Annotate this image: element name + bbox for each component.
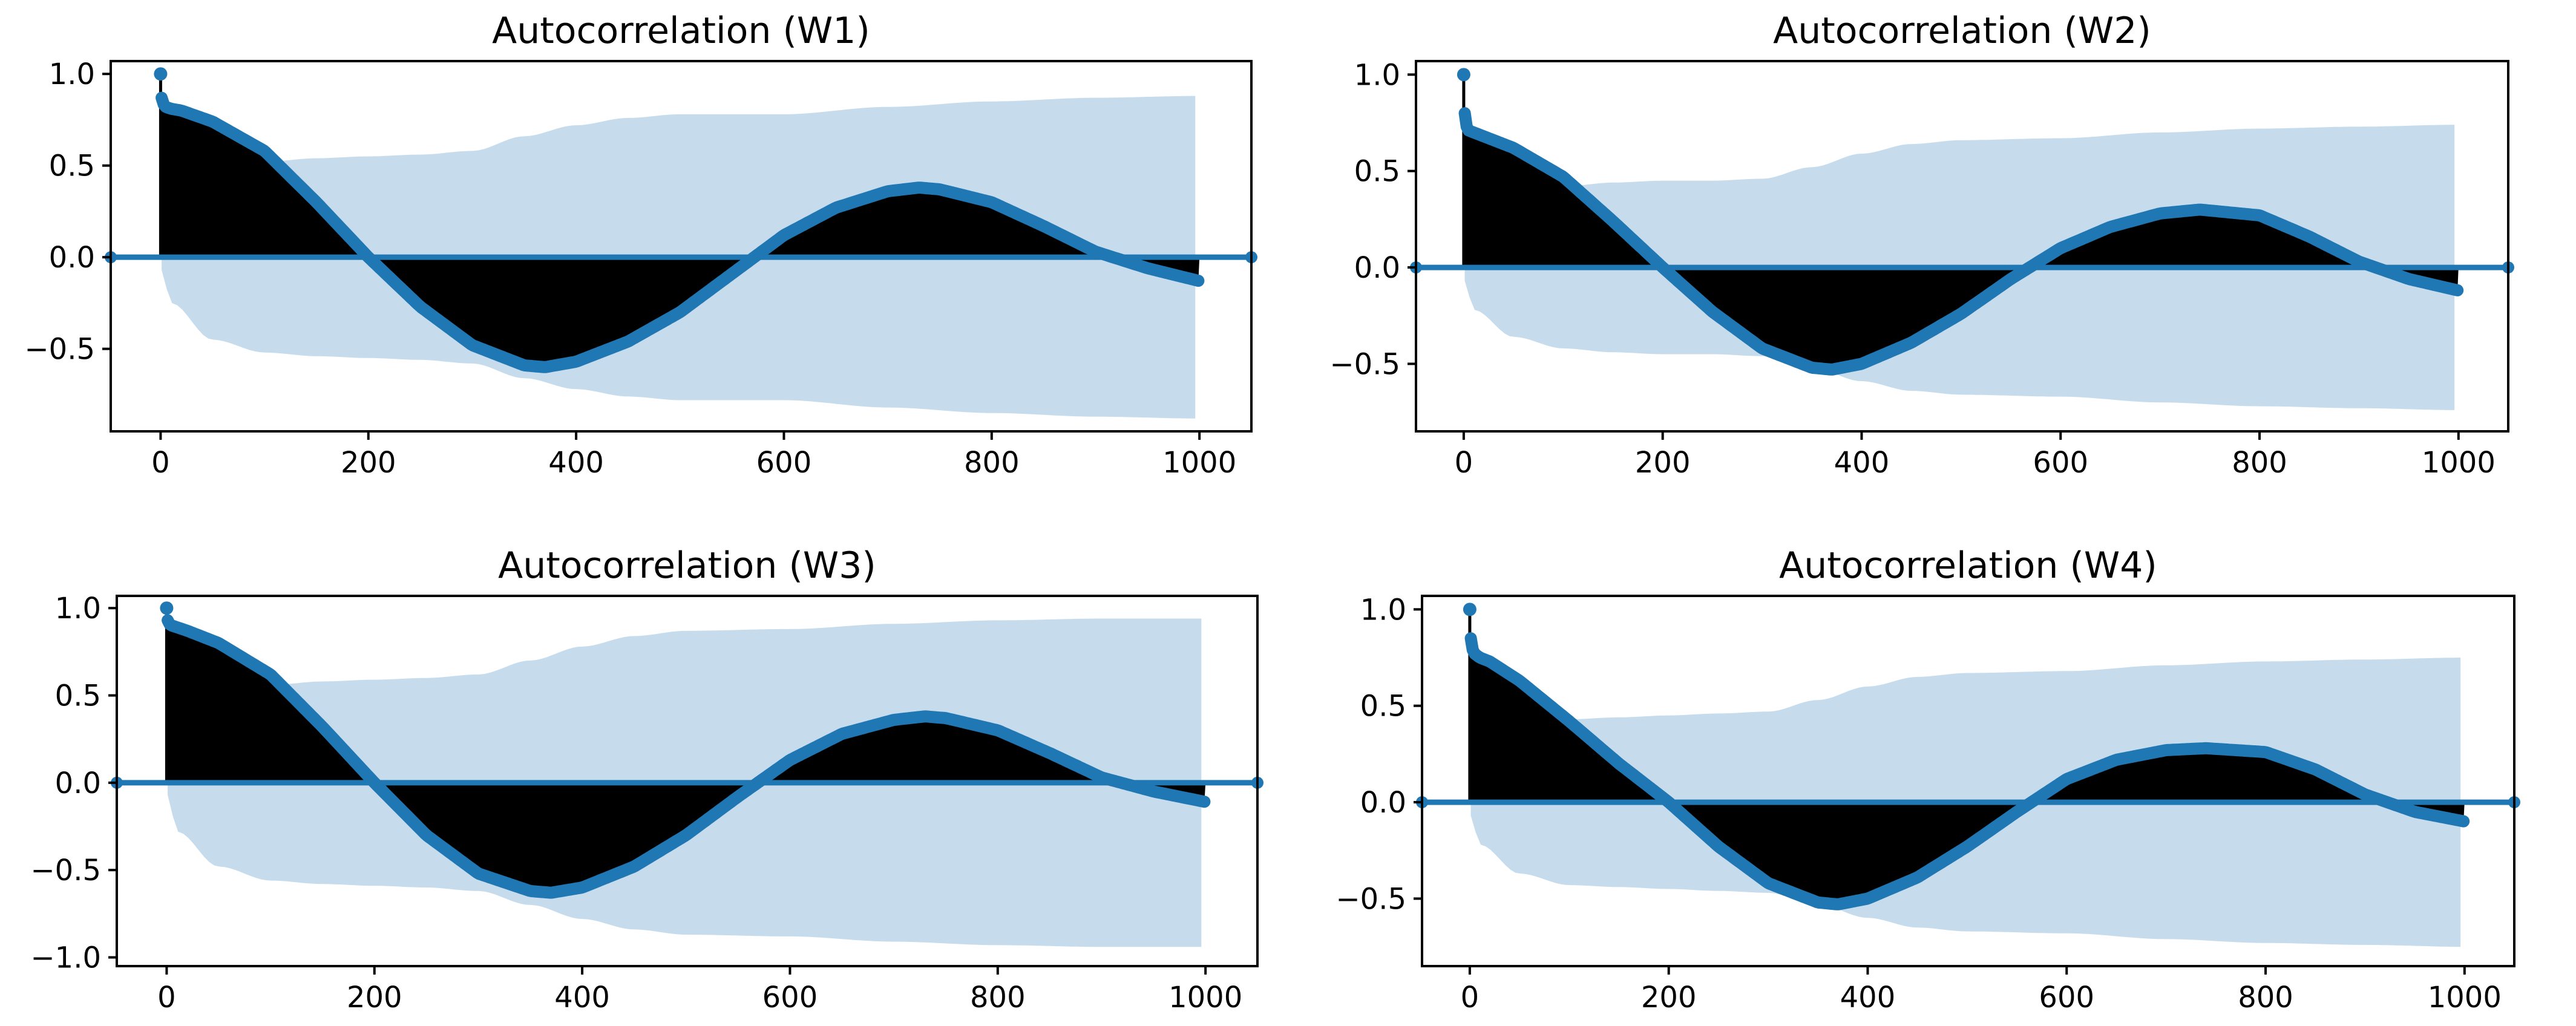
x-tick-label: 0	[1455, 446, 1473, 480]
acf-marker-lag-0	[154, 67, 168, 81]
x-tick-label: 0	[157, 981, 176, 1015]
y-tick-label: −0.5	[1336, 882, 1406, 916]
x-tick-label: 600	[762, 981, 818, 1015]
y-tick-label: 0.5	[1360, 690, 1406, 724]
chart-panel-w2: Autocorrelation (W2) 0 200 400 600 800 1000 −0…	[1329, 10, 2514, 480]
x-tick-label: 400	[548, 446, 604, 480]
x-tick-label: 200	[347, 981, 402, 1015]
acf-marker-lag-0	[160, 601, 174, 615]
x-tick-label: 600	[756, 446, 812, 480]
acf-series-markers	[1458, 107, 2464, 376]
chart-title: Autocorrelation (W3)	[498, 544, 876, 587]
axes-frame	[1415, 60, 2509, 433]
acf-marker-lag-0	[1463, 603, 1476, 616]
x-tick-label: 600	[2033, 446, 2088, 480]
chart-panel-w1: Autocorrelation (W1) 0 200 400 600 800 1000 −0…	[24, 10, 1257, 480]
chart-title: Autocorrelation (W2)	[1773, 10, 2151, 52]
x-tick-label: 1000	[1162, 446, 1236, 480]
chart-panel-w3: Autocorrelation (W3) 0 200 400 600 800 1000 −1…	[30, 544, 1263, 1015]
y-tick-label: 1.0	[1354, 58, 1400, 92]
axes-frame	[110, 60, 1253, 433]
x-tick-label: 600	[2039, 981, 2094, 1015]
y-tick-label: 1.0	[55, 592, 101, 626]
x-tick-label: 1000	[2428, 981, 2502, 1015]
x-tick-label: 200	[1641, 981, 1697, 1015]
x-tick-label: 1000	[2422, 446, 2496, 480]
x-tick-label: 0	[151, 446, 170, 480]
y-tick-label: 0.0	[1354, 251, 1400, 285]
y-tick-label: −0.5	[30, 854, 101, 887]
x-tick-label: 1000	[1168, 981, 1242, 1015]
x-tick-label: 200	[341, 446, 396, 480]
x-tick-label: 400	[1834, 446, 1890, 480]
y-tick-label: 1.0	[1360, 593, 1406, 627]
chart-panel-w4: Autocorrelation (W4) 0 200 400 600 800 1000 −0…	[1336, 544, 2520, 1015]
acf-series-markers	[156, 91, 1205, 373]
y-tick-label: −0.5	[24, 333, 95, 367]
x-tick-label: 200	[1635, 446, 1691, 480]
axes-frame	[116, 595, 1259, 967]
y-tick-label: 1.0	[49, 57, 95, 91]
axes-frame	[1421, 595, 2515, 967]
acf-series-markers	[1464, 632, 2470, 910]
x-tick-label: 800	[2232, 446, 2287, 480]
x-tick-label: 800	[970, 981, 1026, 1015]
y-tick-label: 0.0	[1360, 786, 1406, 820]
plot-area	[1416, 74, 2508, 410]
chart-title: Autocorrelation (W1)	[492, 10, 870, 52]
y-tick-label: 0.5	[49, 149, 95, 183]
y-tick-label: 0.5	[55, 679, 101, 713]
stem-fill	[1470, 638, 2465, 904]
stem-fill	[168, 620, 1206, 893]
x-tick-label: 800	[2238, 981, 2293, 1015]
y-tick-label: 0.0	[55, 766, 101, 800]
y-tick-label: 0.0	[49, 241, 95, 275]
plot-area	[111, 74, 1251, 419]
plot-area	[1422, 609, 2514, 947]
acf-marker-lag-0	[1457, 68, 1470, 82]
acf-series-markers	[162, 614, 1211, 899]
x-tick-label: 400	[554, 981, 610, 1015]
y-tick-label: −0.5	[1329, 347, 1400, 381]
plot-area	[117, 608, 1257, 947]
x-tick-label: 0	[1461, 981, 1480, 1015]
x-tick-label: 800	[964, 446, 1020, 480]
x-tick-label: 400	[1840, 981, 1896, 1015]
y-tick-label: −1.0	[30, 941, 101, 975]
y-tick-label: 0.5	[1354, 155, 1400, 189]
chart-title: Autocorrelation (W4)	[1779, 544, 2157, 587]
